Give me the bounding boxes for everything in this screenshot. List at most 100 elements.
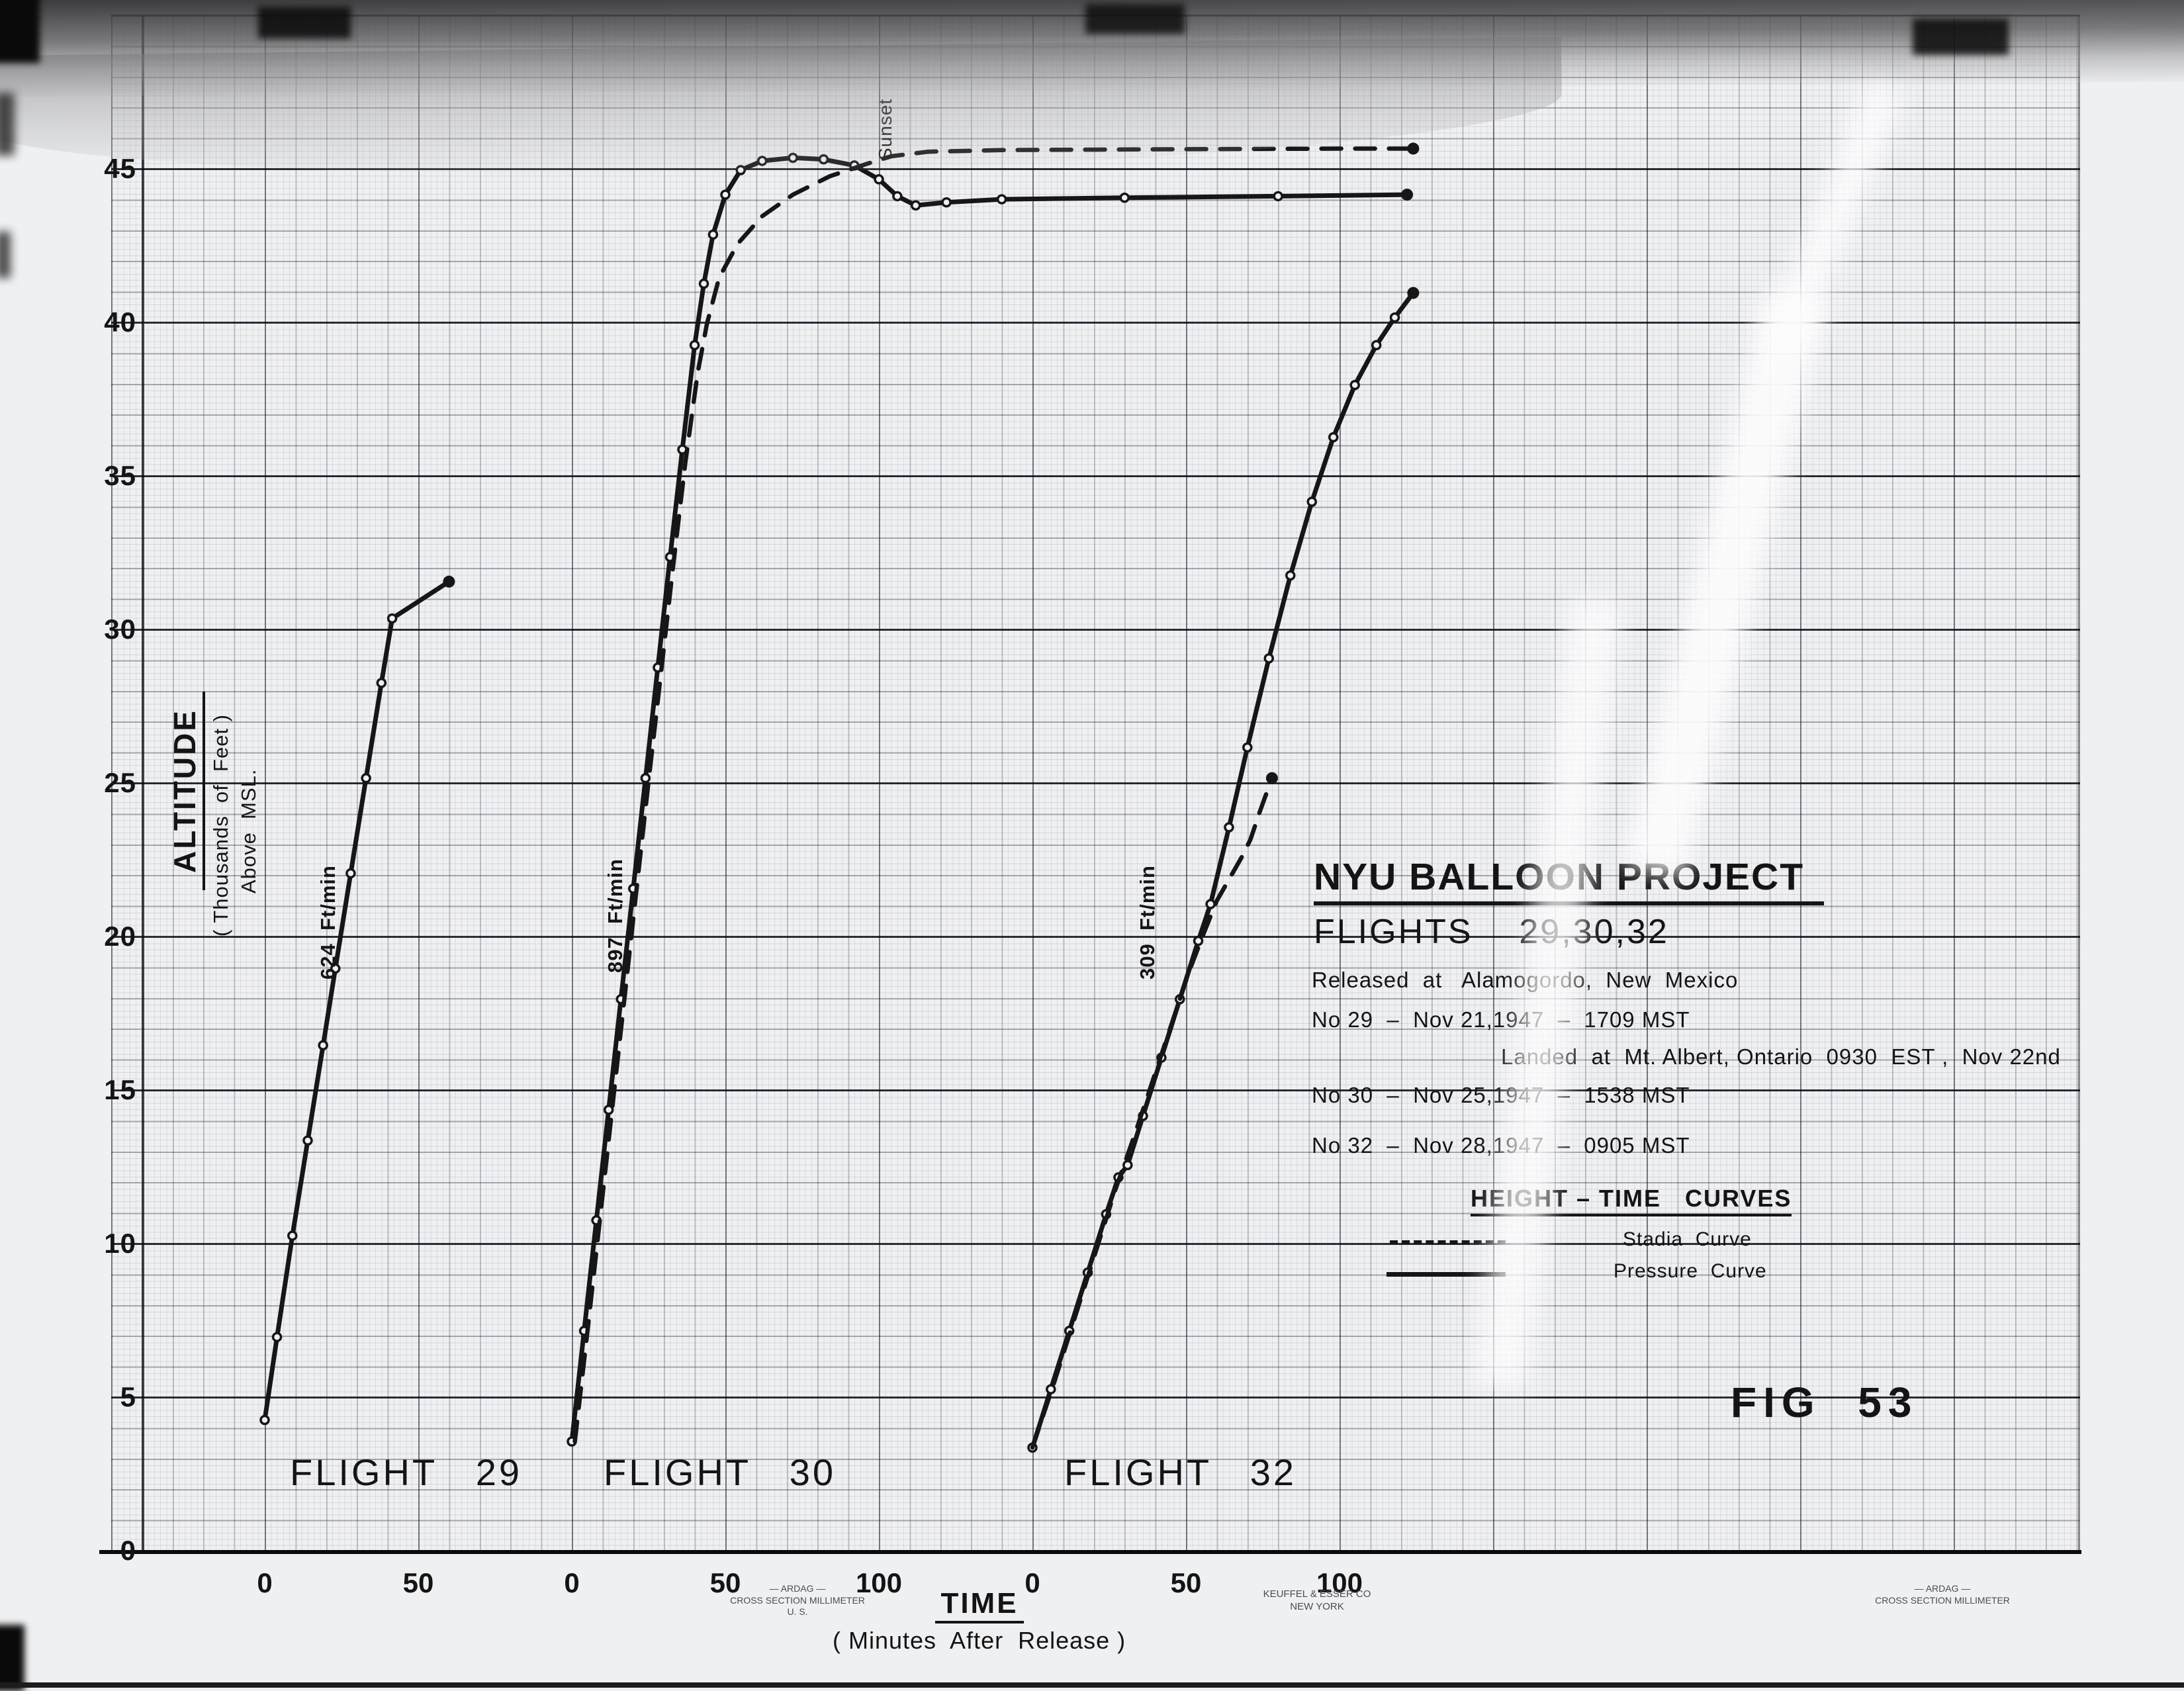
y-axis-subtitle-2: Above MSL. [237,768,260,893]
data-point-marker [1371,340,1382,351]
data-point-marker [259,1414,270,1426]
data-point-marker [1349,380,1360,390]
x-tick-flight32-100: 100 [1316,1567,1363,1598]
y-tick-15: 15 [104,1074,136,1105]
landed-line: Landed at Mt. Albert, Ontario 0930 EST ,… [1501,1044,2061,1069]
series-end-marker [1407,142,1420,155]
flight-30-info: No 30 – Nov 25,1947 – 1538 MST [1312,1083,1690,1107]
scan-artifact [258,7,351,38]
data-point-marker [1389,312,1400,323]
paper-right-margin-line [2078,15,2080,1552]
legend-solid-sample [1387,1272,1506,1277]
x-tick-flight32-0: 0 [1024,1567,1040,1598]
x-tick-flight30-0: 0 [564,1567,580,1598]
data-point-marker [287,1230,298,1241]
y-tick-40: 40 [104,306,136,338]
x-tick-flight29-0: 0 [257,1567,273,1598]
data-point-marker [376,678,387,688]
released-line: Released at Alamogordo, New Mexico [1312,968,1739,992]
data-point-marker [302,1135,313,1146]
y-tick-35: 35 [104,460,136,491]
data-point-marker [720,189,731,200]
y-tick-0: 0 [120,1535,136,1566]
data-point-marker [910,200,921,211]
scan-artifact [1913,19,2009,55]
paper-stamp-left: — ARDAG — CROSS SECTION MILLIMETER U. S. [702,1583,893,1618]
y-tick-25: 25 [104,767,136,798]
legend-solid-label: Pressure Curve [1614,1260,1767,1282]
legend-dashed-sample [1390,1240,1506,1244]
series-end-marker [443,575,455,588]
paper-stamp-center: KEUFFEL & ESSER CO NEW YORK [1231,1588,1403,1614]
y-tick-20: 20 [104,921,136,952]
scan-artifact [0,232,11,278]
data-point-marker [1046,1384,1056,1394]
series-end-marker [1265,772,1278,784]
flight-29-label: FLIGHT 29 [290,1451,523,1493]
data-point-marker [1273,191,1283,202]
data-point-marker [1193,935,1204,946]
stamp-line: — ARDAG — [1914,1583,1971,1594]
data-point-marker [892,191,903,202]
data-point-marker [640,772,651,784]
flight-30-rate-label: 897 Ft/min [604,858,627,973]
data-point-marker [1205,899,1216,909]
flight-32-info: No 32 – Nov 28,1947 – 0905 MST [1312,1133,1690,1158]
stamp-line: CROSS SECTION MILLIMETER [1875,1594,2010,1606]
data-point-marker [996,194,1007,205]
flight-30-label: FLIGHT 30 [604,1451,837,1493]
scan-artifact [0,1625,24,1691]
x-tick-flight30-100: 100 [855,1567,903,1598]
legend-dashed-label: Stadia Curve [1623,1228,1752,1250]
data-point-marker [603,1105,614,1115]
graph-paper-grid [111,15,2080,1552]
scan-bottom-edge [0,1682,2184,1688]
x-tick-flight32-50: 50 [1170,1567,1202,1598]
stamp-line: U. S. [787,1606,808,1617]
y-tick-10: 10 [104,1228,136,1259]
stamp-line: NEW YORK [1290,1600,1344,1612]
data-point-marker [1306,496,1317,507]
data-point-marker [345,868,356,879]
flight-32-label: FLIGHT 32 [1064,1451,1297,1493]
data-point-marker [1263,653,1275,664]
stamp-line: — ARDAG — [769,1583,826,1594]
y-axis-title: ALTITUDE [167,692,205,890]
scan-artifact [0,0,40,63]
x-tick-flight29-50: 50 [402,1567,434,1598]
y-tick-30: 30 [104,614,136,645]
series-flight-30-pressure-curve [569,155,1410,1444]
series-end-marker [1407,287,1420,299]
flight-29-info: No 29 – Nov 21,1947 – 1709 MST [1312,1007,1690,1032]
data-point-marker [698,278,709,289]
x-axis-title-wrap: TIME [893,1587,1066,1623]
data-point-marker [387,613,398,624]
data-point-marker [874,174,884,185]
flight-29-rate-label: 624 Ft/min [316,865,340,980]
figure-number: FIG 53 [1731,1379,1919,1426]
data-point-marker [330,963,341,974]
data-point-marker [1242,742,1253,753]
scan-artifact [0,93,15,156]
stamp-line: CROSS SECTION MILLIMETER [730,1594,865,1606]
data-point-marker [318,1040,328,1051]
data-point-marker [941,197,952,208]
stamp-line: KEUFFEL & ESSER CO [1263,1588,1371,1600]
series-flight-29-pressure-curve [262,579,451,1422]
data-point-marker [1328,432,1339,443]
series-flight-32-stadia-curve [1030,776,1275,1450]
y-tick-5: 5 [120,1381,136,1412]
x-axis-subtitle: ( Minutes After Release ) [833,1627,1126,1654]
flight-32-rate-label: 309 Ft/min [1136,865,1159,980]
paper-left-margin-line [142,15,144,1552]
series-end-marker [1401,189,1414,201]
data-point-marker [707,229,719,240]
x-axis-line [99,1550,2081,1554]
x-tick-flight30-50: 50 [709,1567,741,1598]
data-point-marker [689,340,700,351]
paper-stamp-right: — ARDAG — CROSS SECTION MILLIMETER [1846,1583,2038,1606]
data-point-marker [1224,822,1234,833]
data-point-marker [1119,193,1130,203]
